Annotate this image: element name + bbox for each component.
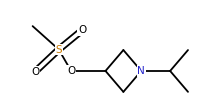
- Text: O: O: [31, 67, 40, 76]
- Text: N: N: [137, 66, 145, 76]
- Text: O: O: [78, 25, 86, 35]
- Text: O: O: [67, 66, 75, 76]
- Text: S: S: [56, 45, 62, 54]
